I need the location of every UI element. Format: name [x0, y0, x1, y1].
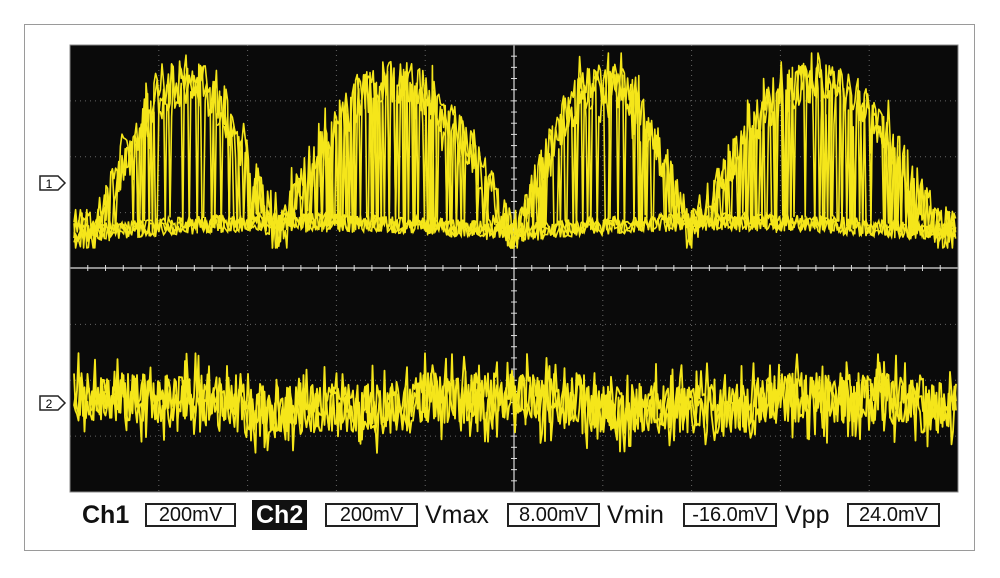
frame: [24, 24, 975, 551]
vmin-value: -16.0mV: [683, 503, 777, 527]
vpp-label: Vpp: [785, 501, 830, 529]
ch2-scale: 200mV: [325, 503, 418, 527]
vmax-value: 8.00mV: [507, 503, 600, 527]
channel-2-marker: 2: [39, 395, 67, 411]
channel-1-marker: 1: [39, 175, 67, 191]
ch2-label: Ch2: [252, 500, 308, 530]
ch2-trace: [73, 353, 957, 453]
ch1-baseline-trace: [73, 211, 957, 243]
ch1-label: Ch1: [82, 501, 130, 529]
ch1-trace: [73, 52, 957, 249]
traces: [73, 52, 957, 454]
marker-label: 1: [46, 177, 53, 191]
marker-label: 2: [46, 397, 53, 411]
ch1-scale: 200mV: [145, 503, 236, 527]
vmin-label: Vmin: [607, 501, 664, 529]
screen-border: [69, 44, 959, 493]
vpp-value: 24.0mV: [847, 503, 940, 527]
vmax-label: Vmax: [425, 501, 489, 529]
ch1-trace: [73, 52, 957, 249]
